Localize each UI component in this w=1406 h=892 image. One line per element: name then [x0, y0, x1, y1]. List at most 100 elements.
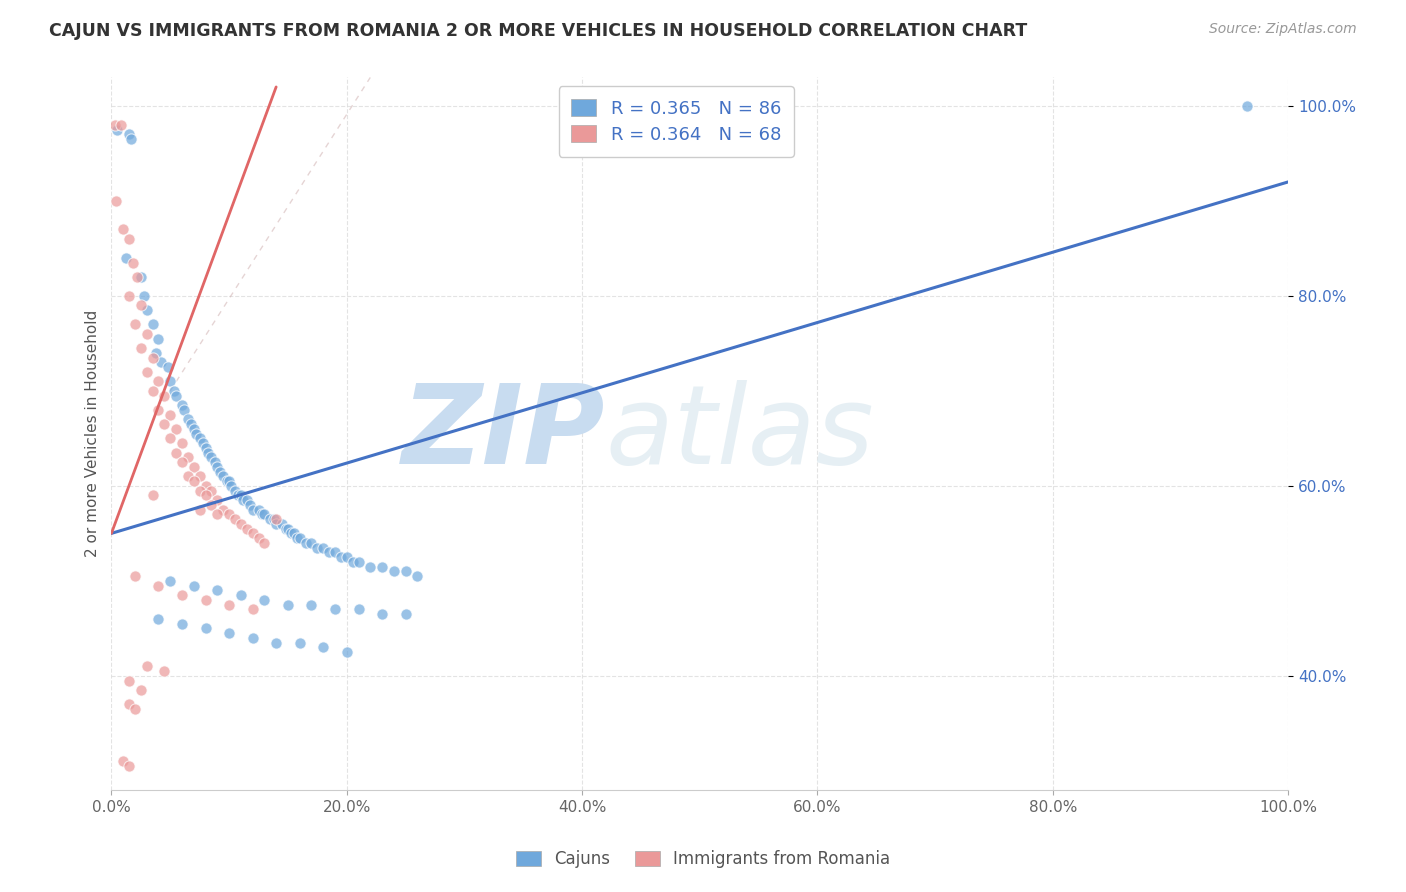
Point: [280, 526, 302, 541]
Point: [283, 526, 305, 541]
Point: [264, 516, 287, 531]
Point: [180, 417, 202, 431]
Point: [312, 640, 335, 655]
Point: [253, 592, 276, 607]
Point: [135, 659, 157, 673]
Point: [121, 255, 143, 269]
Point: [118, 128, 141, 142]
Point: [159, 408, 181, 422]
Point: [218, 598, 240, 612]
Point: [347, 602, 370, 616]
Point: [177, 450, 200, 465]
Point: [120, 132, 142, 146]
Point: [288, 531, 311, 545]
Point: [135, 326, 157, 341]
Point: [165, 389, 187, 403]
Point: [118, 759, 141, 773]
Point: [170, 616, 193, 631]
Point: [200, 483, 222, 498]
Text: atlas: atlas: [606, 380, 875, 487]
Point: [250, 508, 273, 522]
Point: [221, 479, 243, 493]
Point: [148, 403, 170, 417]
Point: [135, 303, 157, 318]
Point: [253, 536, 276, 550]
Point: [149, 355, 172, 369]
Point: [242, 631, 264, 645]
Point: [329, 550, 352, 565]
Point: [148, 579, 170, 593]
Point: [129, 341, 152, 355]
Point: [163, 384, 186, 398]
Point: [247, 502, 270, 516]
Point: [197, 445, 219, 459]
Point: [183, 422, 205, 436]
Point: [124, 569, 146, 583]
Point: [224, 512, 246, 526]
Point: [318, 545, 340, 559]
Point: [170, 398, 193, 412]
Point: [188, 502, 211, 516]
Point: [336, 550, 359, 565]
Point: [271, 516, 294, 531]
Point: [188, 469, 211, 483]
Point: [207, 493, 229, 508]
Point: [208, 465, 231, 479]
Point: [142, 384, 165, 398]
Point: [200, 498, 222, 512]
Legend: Cajuns, Immigrants from Romania: Cajuns, Immigrants from Romania: [509, 844, 897, 875]
Point: [193, 436, 215, 450]
Point: [312, 541, 335, 555]
Point: [165, 445, 187, 459]
Point: [218, 508, 240, 522]
Point: [239, 498, 262, 512]
Point: [153, 389, 176, 403]
Point: [212, 469, 235, 483]
Point: [177, 469, 200, 483]
Point: [235, 522, 257, 536]
Point: [124, 702, 146, 716]
Point: [394, 565, 416, 579]
Point: [277, 598, 299, 612]
Point: [183, 579, 205, 593]
Point: [118, 673, 141, 688]
Point: [134, 289, 156, 303]
Point: [159, 431, 181, 445]
Point: [142, 351, 165, 365]
Point: [148, 612, 170, 626]
Point: [212, 502, 235, 516]
Point: [229, 488, 252, 502]
Point: [135, 365, 157, 379]
Point: [110, 118, 132, 132]
Point: [218, 474, 240, 488]
Legend: R = 0.365   N = 86, R = 0.364   N = 68: R = 0.365 N = 86, R = 0.364 N = 68: [558, 87, 794, 157]
Point: [218, 626, 240, 640]
Point: [194, 621, 217, 635]
Point: [274, 522, 297, 536]
Point: [336, 645, 359, 659]
Point: [264, 635, 287, 649]
Point: [118, 698, 141, 712]
Point: [159, 375, 181, 389]
Point: [242, 502, 264, 516]
Point: [170, 455, 193, 469]
Point: [105, 859, 128, 873]
Point: [124, 318, 146, 332]
Point: [359, 559, 381, 574]
Point: [194, 592, 217, 607]
Point: [285, 531, 308, 545]
Point: [183, 474, 205, 488]
Point: [173, 403, 195, 417]
Point: [118, 232, 141, 246]
Point: [232, 493, 254, 508]
Point: [170, 588, 193, 602]
Point: [228, 488, 250, 502]
Point: [406, 569, 429, 583]
Point: [204, 455, 226, 469]
Point: [301, 536, 323, 550]
Point: [129, 298, 152, 312]
Point: [253, 508, 276, 522]
Text: CAJUN VS IMMIGRANTS FROM ROMANIA 2 OR MORE VEHICLES IN HOUSEHOLD CORRELATION CHA: CAJUN VS IMMIGRANTS FROM ROMANIA 2 OR MO…: [49, 22, 1028, 40]
Point: [207, 459, 229, 474]
Point: [235, 493, 257, 508]
